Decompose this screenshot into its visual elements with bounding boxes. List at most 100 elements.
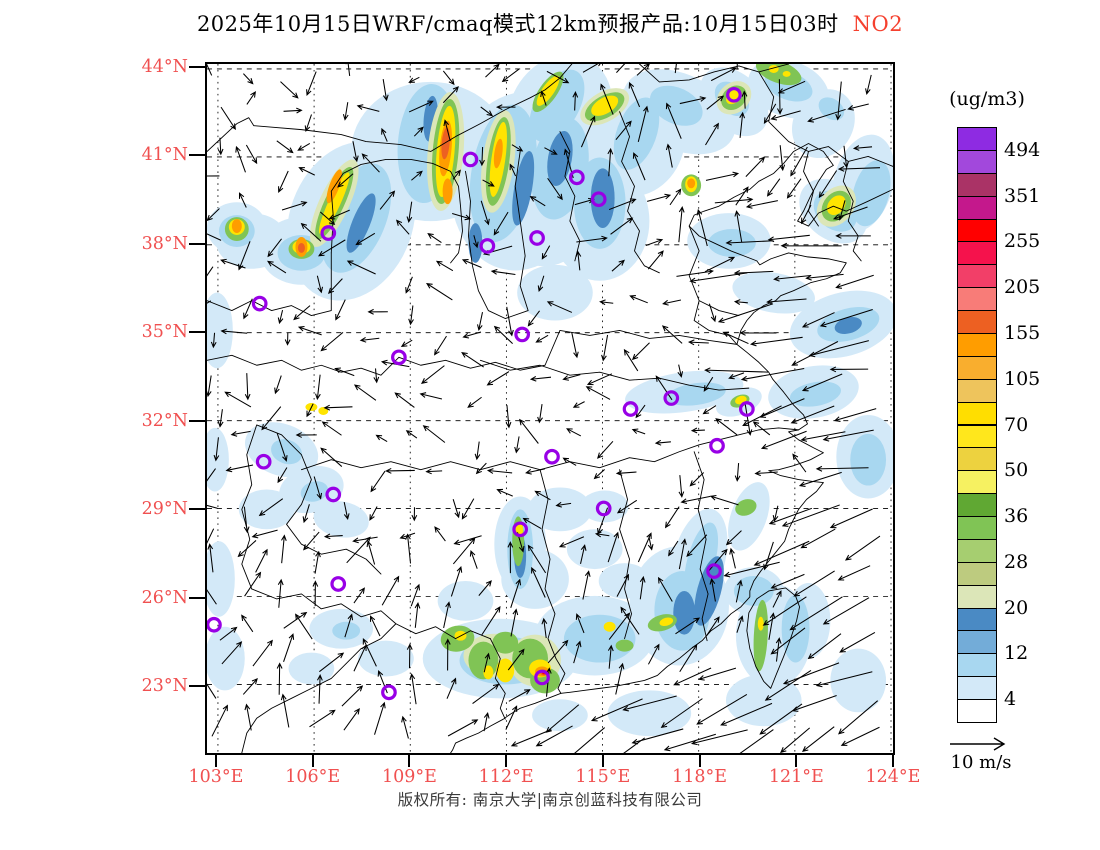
wind-arrow bbox=[739, 329, 777, 336]
wind-arrow bbox=[808, 340, 869, 358]
colorbar-segment bbox=[957, 584, 997, 609]
wind-arrow bbox=[400, 339, 413, 347]
colorbar-segment bbox=[957, 378, 997, 403]
wind-arrow bbox=[801, 726, 835, 752]
colorbar-tick-label: 4 bbox=[1004, 688, 1017, 711]
wind-arrow bbox=[409, 673, 417, 705]
pollution-blob bbox=[441, 127, 450, 160]
wind-arrow bbox=[599, 299, 614, 306]
wind-arrow bbox=[843, 145, 849, 169]
wind-arrow bbox=[668, 540, 679, 557]
wind-arrow bbox=[426, 282, 453, 301]
wind-arrow bbox=[401, 715, 409, 739]
wind-arrow bbox=[309, 709, 336, 728]
wind-arrow bbox=[631, 342, 650, 361]
wind-arrow bbox=[382, 79, 389, 102]
wind-arrow bbox=[293, 305, 311, 321]
pollution-blob bbox=[607, 690, 692, 737]
wind-arrow bbox=[276, 433, 288, 462]
wind-arrow bbox=[490, 269, 516, 275]
wind-arrow bbox=[534, 490, 551, 501]
pollution-blob bbox=[735, 499, 757, 516]
wind-arrow bbox=[734, 210, 743, 243]
wind-arrow bbox=[607, 531, 620, 563]
wind-arrow bbox=[766, 178, 781, 197]
colorbar-segment bbox=[957, 287, 997, 312]
wind-arrow bbox=[298, 167, 316, 176]
wind-arrow bbox=[462, 331, 482, 339]
wind-arrow bbox=[781, 504, 840, 527]
pollution-blob bbox=[566, 529, 623, 570]
wind-arrow bbox=[705, 122, 719, 146]
wind-arrow bbox=[665, 102, 682, 139]
wind-arrow bbox=[706, 616, 720, 636]
wind-arrow bbox=[469, 549, 478, 569]
wind-arrow bbox=[374, 701, 386, 735]
lon-tick bbox=[601, 755, 604, 767]
wind-arrow bbox=[535, 725, 573, 747]
wind-arrow bbox=[597, 440, 614, 459]
wind-arrow bbox=[370, 470, 386, 493]
wind-arrow bbox=[480, 606, 501, 636]
wind-arrow bbox=[258, 498, 284, 517]
colorbar-segment bbox=[957, 149, 997, 174]
wind-arrow bbox=[442, 70, 455, 86]
pollution-blob bbox=[318, 407, 329, 415]
wind-arrow bbox=[740, 368, 805, 382]
lon-tick bbox=[698, 755, 701, 767]
wind-arrow bbox=[328, 209, 350, 220]
wind-arrow bbox=[770, 627, 806, 655]
wind-arrow bbox=[837, 166, 880, 172]
wind-arrow bbox=[720, 702, 773, 726]
wind-arrow bbox=[705, 171, 740, 181]
wind-arrow bbox=[297, 142, 311, 151]
wind-arrow bbox=[582, 64, 601, 73]
wind-arrow bbox=[405, 276, 413, 294]
wind-arrow bbox=[370, 615, 381, 637]
wind-arrow bbox=[207, 504, 218, 509]
wind-arrow bbox=[314, 550, 321, 574]
boundary-line bbox=[559, 111, 660, 274]
wind-arrow bbox=[276, 662, 283, 695]
wind-arrow bbox=[750, 336, 803, 347]
wind-arrow bbox=[243, 298, 253, 320]
colorbar-tick-label: 12 bbox=[1004, 642, 1029, 665]
wind-arrow bbox=[277, 310, 284, 325]
wind-arrow bbox=[607, 644, 614, 669]
lon-label: 103°E bbox=[188, 767, 244, 787]
wind-arrow bbox=[728, 372, 745, 380]
wind-arrow bbox=[221, 641, 243, 665]
wind-arrow bbox=[277, 578, 284, 608]
wind-arrow bbox=[367, 308, 388, 315]
wind-arrow bbox=[647, 536, 654, 551]
lon-label: 106°E bbox=[285, 767, 341, 787]
wind-arrow bbox=[312, 580, 319, 607]
wind-arrow bbox=[547, 177, 563, 201]
pollution-blob bbox=[789, 381, 841, 407]
wind-arrow bbox=[679, 643, 698, 673]
wind-arrow bbox=[779, 145, 786, 172]
wind-arrow bbox=[238, 192, 247, 208]
wind-arrow bbox=[657, 576, 673, 602]
wind-arrow bbox=[531, 566, 546, 598]
wind-arrow bbox=[773, 274, 811, 282]
wind-arrow bbox=[678, 538, 687, 570]
pollution-blob bbox=[468, 223, 483, 263]
wind-arrow bbox=[277, 467, 288, 484]
wind-arrow bbox=[647, 250, 664, 270]
lat-label: 32°N bbox=[141, 410, 188, 431]
city-marker bbox=[320, 225, 337, 241]
lat-tick bbox=[189, 419, 205, 422]
wind-arrow bbox=[622, 695, 677, 712]
wind-arrow bbox=[541, 245, 551, 260]
wind-arrow bbox=[790, 405, 835, 424]
wind-arrow bbox=[703, 376, 714, 392]
wind-arrow bbox=[744, 403, 753, 436]
colorbar-segment bbox=[957, 355, 997, 380]
colorbar-tick-label: 205 bbox=[1004, 276, 1041, 299]
wind-arrow bbox=[786, 178, 802, 199]
boundary-line bbox=[489, 638, 566, 720]
colorbar-segment bbox=[957, 470, 997, 495]
lon-tick bbox=[215, 755, 217, 767]
wind-arrow bbox=[207, 233, 222, 241]
